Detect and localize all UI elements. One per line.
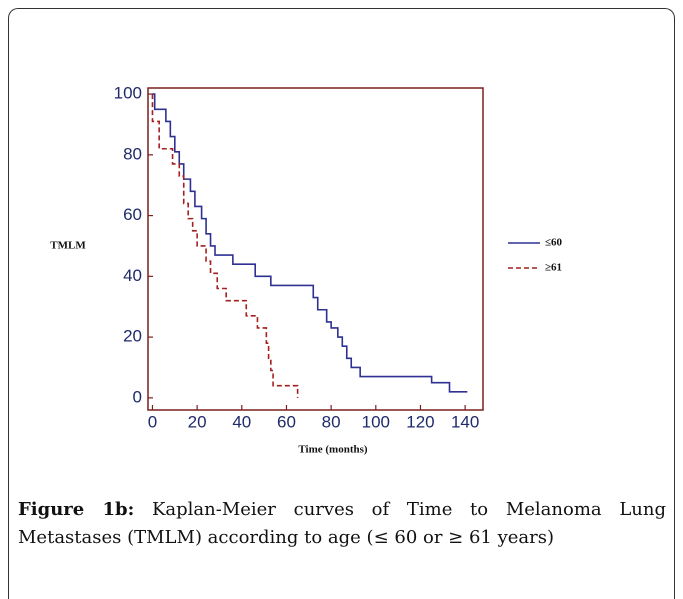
y-tick-label: 0 <box>133 387 142 406</box>
x-tick-label: 60 <box>277 412 296 431</box>
x-tick-label: 0 <box>148 412 157 431</box>
x-tick-label: 100 <box>362 412 390 431</box>
y-tick-label: 80 <box>123 144 142 163</box>
chart: TMLM Time (months) 0 20 40 60 80 100 0 20 40 60 80… <box>50 84 563 456</box>
x-tick-label: 120 <box>406 412 434 431</box>
caption-text: Kaplan-Meier curves of Time to Melanoma … <box>18 499 666 548</box>
legend-label: ≤60 <box>545 237 563 249</box>
survival-curve <box>152 93 468 393</box>
y-axis-label: TMLM <box>50 240 86 252</box>
x-tick-label: 80 <box>322 412 341 431</box>
caption-label: Figure 1b: <box>18 499 135 520</box>
y-tick-label: 60 <box>123 205 142 224</box>
plot-border <box>147 87 484 411</box>
caption: Figure 1b: Kaplan-Meier curves of Time t… <box>18 496 666 552</box>
y-tick-label: 100 <box>114 84 142 103</box>
x-axis-label: Time (months) <box>298 444 367 456</box>
figure-frame <box>8 8 675 599</box>
x-tick-label: 140 <box>451 412 479 431</box>
y-tick-label: 20 <box>123 327 142 346</box>
y-tick-label: 40 <box>123 266 142 285</box>
survival-curve <box>151 94 299 398</box>
x-tick-label: 40 <box>232 412 251 431</box>
x-tick-label: 20 <box>188 412 207 431</box>
legend-label: ≥61 <box>545 262 562 274</box>
